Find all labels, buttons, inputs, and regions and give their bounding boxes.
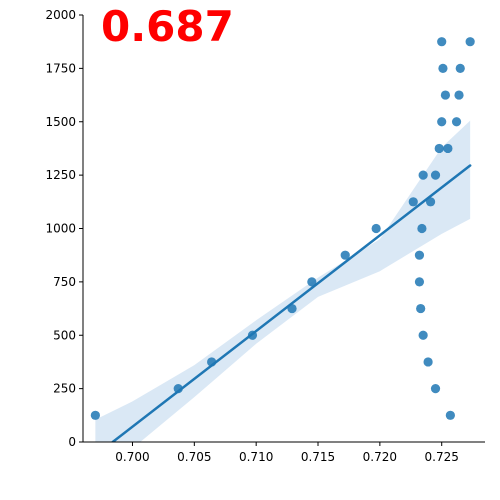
data-point (173, 384, 183, 394)
data-point (445, 410, 455, 420)
y-tick-label: 1000 (45, 222, 76, 236)
y-tick-label: 1500 (45, 115, 76, 129)
y-tick-label: 500 (53, 328, 76, 342)
data-point (417, 223, 427, 234)
y-tick-label: 750 (53, 275, 76, 289)
data-point (437, 117, 447, 127)
data-point (438, 63, 448, 73)
data-point (408, 197, 418, 207)
data-point (416, 303, 426, 314)
confidence-band-layer (95, 120, 471, 442)
confidence-band (95, 120, 471, 442)
data-point (437, 37, 447, 47)
data-point (307, 277, 317, 287)
data-point (443, 143, 453, 154)
data-point (414, 250, 425, 260)
regression-line (111, 164, 472, 442)
data-point (418, 330, 428, 340)
data-point (465, 37, 475, 47)
x-tick-label: 0.705 (177, 450, 211, 464)
data-point (423, 357, 433, 367)
data-point (287, 303, 297, 314)
data-point (90, 410, 100, 420)
x-tick-label: 0.725 (425, 450, 459, 464)
data-point (207, 357, 217, 367)
data-point (414, 277, 425, 287)
x-tick-label: 0.720 (363, 450, 397, 464)
data-point (440, 90, 451, 100)
scatter-points-layer (90, 37, 475, 420)
y-tick-label: 1750 (45, 61, 76, 75)
y-tick-label: 2000 (45, 8, 76, 22)
y-tick-label: 1250 (45, 168, 76, 182)
data-point (430, 384, 441, 394)
axes-layer: 0 250 500 750 1000 1250 1500 1750 2000 0.700 0.705… (45, 8, 485, 464)
data-point (451, 117, 462, 127)
data-point (247, 330, 258, 340)
data-point (434, 143, 444, 154)
y-tick-label: 250 (53, 382, 76, 396)
data-point (418, 170, 428, 180)
data-point (430, 170, 441, 180)
score-annotation: 0.687 (101, 2, 234, 51)
data-point (425, 197, 436, 207)
regression-line-layer (111, 164, 472, 442)
x-tick-label: 0.700 (115, 450, 149, 464)
x-tick-label: 0.715 (301, 450, 335, 464)
x-tick-label: 0.710 (239, 450, 273, 464)
data-point (371, 223, 381, 234)
data-point (454, 90, 464, 100)
data-point (340, 250, 350, 260)
y-tick-label: 0 (68, 435, 76, 449)
data-point (455, 63, 465, 73)
